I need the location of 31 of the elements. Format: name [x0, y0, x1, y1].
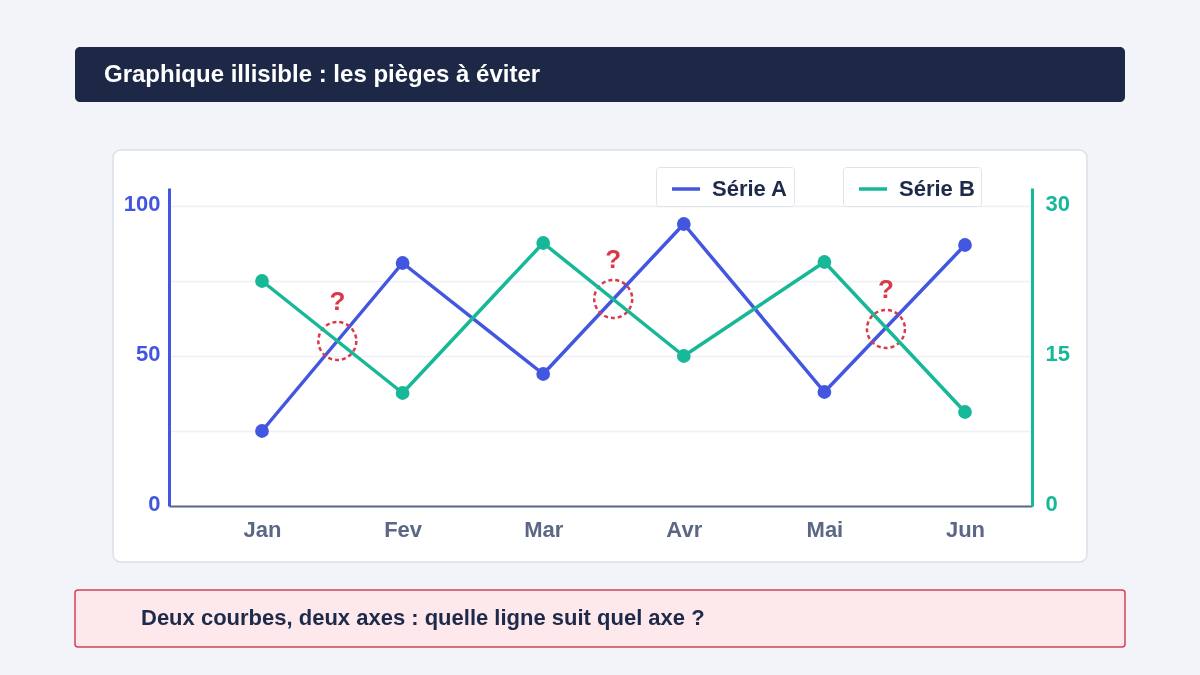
- point: [676, 217, 691, 231]
- point: [255, 274, 269, 288]
- legend-label: Série B: [899, 176, 975, 201]
- point: [395, 256, 410, 270]
- annotation: ?: [605, 244, 622, 274]
- point: [676, 349, 691, 363]
- x-tick-label: Mar: [524, 516, 564, 542]
- y2-tick-label: 0: [1045, 490, 1058, 516]
- x-tick-label: Jun: [945, 516, 986, 542]
- y2-tick-label: 15: [1045, 340, 1070, 366]
- x-tick-label: Jan: [243, 516, 282, 542]
- x-tick-label: Mai: [806, 516, 844, 542]
- legend-label: Série A: [712, 176, 788, 201]
- point: [255, 424, 269, 438]
- point: [395, 386, 410, 400]
- y-tick-label: 0: [148, 490, 161, 516]
- x-tick-label: Fev: [384, 516, 423, 542]
- point: [536, 236, 551, 250]
- point: [958, 238, 972, 252]
- x-tick-label: Avr: [666, 516, 703, 542]
- y-tick-label: 100: [123, 190, 161, 216]
- annotation: ?: [329, 286, 346, 316]
- point: [958, 405, 972, 419]
- point: [817, 385, 832, 399]
- text: Deux courbes, deux axes : quelle ligne suit quel axe ?: [141, 605, 705, 630]
- point: [536, 367, 551, 381]
- point: [817, 255, 832, 269]
- y-tick-label: 50: [136, 340, 161, 366]
- chart-title: Graphique illisible : les pièges à éviter: [104, 60, 541, 87]
- annotation: ?: [878, 274, 894, 304]
- y2-tick-label: 30: [1045, 190, 1070, 216]
